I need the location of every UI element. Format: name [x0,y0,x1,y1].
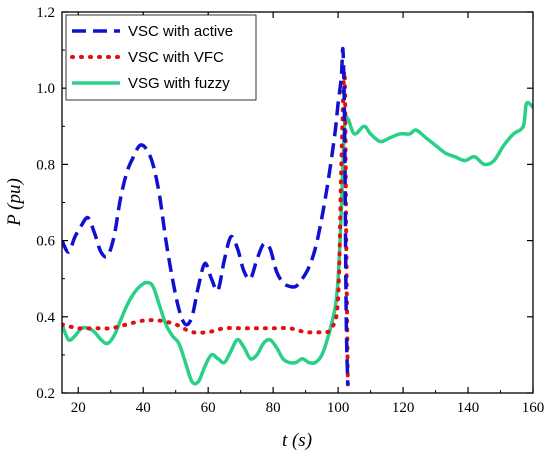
y-axis-label: P (pu) [4,178,25,227]
x-tick-label: 20 [71,400,86,416]
y-tick-label: 0.6 [36,234,55,250]
legend-item-vsg-fuzzy: VSG with fuzzy [72,75,230,92]
y-tick-label: 1.2 [36,5,55,21]
series-line-vsg-fuzzy [62,100,533,386]
legend-item-vsc-active: VSC with active [72,23,233,40]
x-tick-label: 40 [136,400,151,416]
x-tick-label: 160 [522,400,545,416]
x-tick-label: 60 [201,400,216,416]
legend-label-vsc-vfc: VSC with VFC [128,49,224,66]
x-tick-label: 140 [457,400,480,416]
series-line-vsc-vfc [62,69,350,388]
axes-layer: 20 40 60 80 100 120 140 160 0.2 0.4 0.6 0.8 1.0 1.2 [36,5,544,416]
x-tick-label: 120 [392,400,415,416]
series-line-vsc-active [62,46,350,386]
series-layer [62,46,533,388]
y-tick-label: 0.8 [36,157,55,173]
legend: VSC with active VSC with VFC VSG with fu… [65,14,257,101]
legend-item-vsc-vfc: VSC with VFC [70,49,224,66]
y-tick-label: 0.2 [36,386,55,402]
y-tick-label: 0.4 [36,310,55,326]
legend-label-vsg-fuzzy: VSG with fuzzy [128,75,230,92]
legend-label-vsc-active: VSC with active [128,23,233,40]
x-tick-label: 80 [266,400,281,416]
x-axis-label: t (s) [282,430,312,451]
x-tick-label: 100 [327,400,350,416]
y-tick-label: 1.0 [36,81,55,97]
